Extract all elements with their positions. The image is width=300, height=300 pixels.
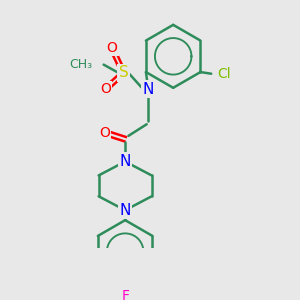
Text: O: O [99, 125, 110, 140]
Text: O: O [106, 41, 117, 55]
Text: S: S [118, 65, 128, 80]
Text: O: O [100, 82, 111, 97]
Text: N: N [119, 154, 131, 169]
Text: N: N [143, 82, 154, 97]
Text: Cl: Cl [217, 67, 231, 81]
Text: F: F [121, 290, 129, 300]
Text: CH₃: CH₃ [69, 58, 92, 71]
Text: N: N [119, 203, 131, 218]
